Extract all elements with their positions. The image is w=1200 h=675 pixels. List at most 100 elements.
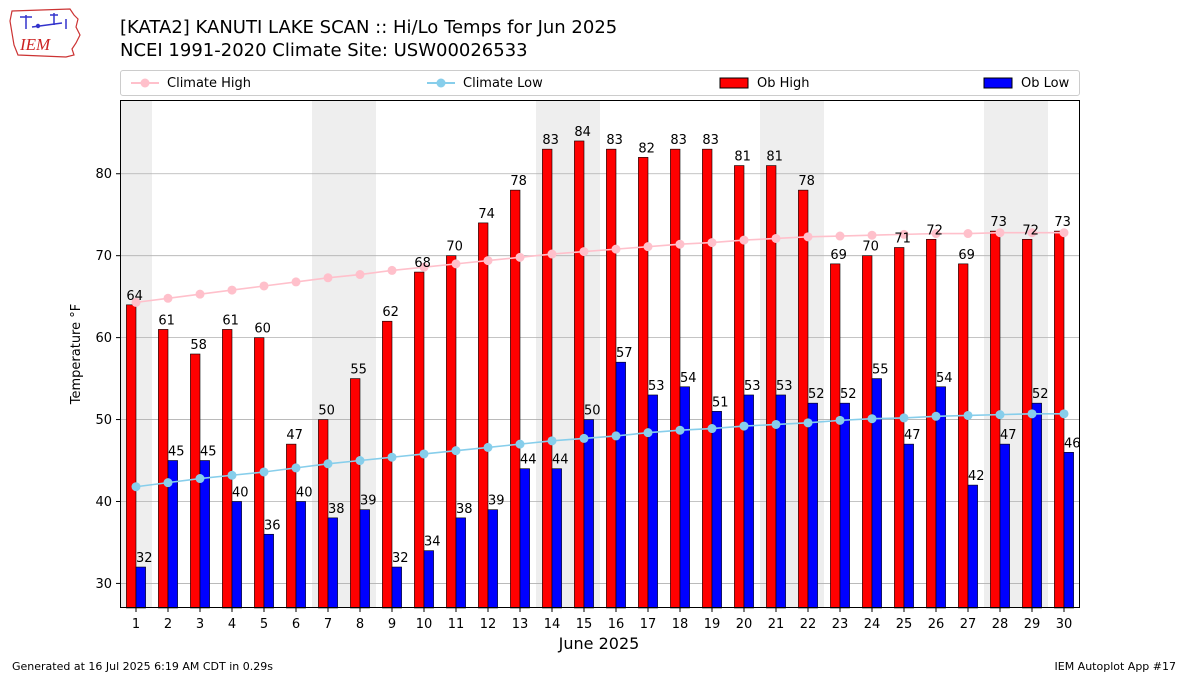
climate-low-point [515, 439, 525, 449]
ob-high-bar [542, 148, 553, 609]
ob-low-data-label: 50 [584, 404, 601, 419]
ob-high-bar [350, 378, 361, 609]
climate-low-point [835, 415, 845, 425]
ob-high-data-label: 47 [286, 428, 303, 443]
climate-high-point [643, 242, 653, 252]
ob-high-bar [414, 271, 425, 609]
ob-low-bar [263, 533, 274, 609]
ob-high-data-label: 81 [734, 150, 751, 165]
ob-high-data-label: 70 [446, 240, 463, 255]
ob-low-data-label: 52 [840, 387, 857, 402]
climate-high-point [515, 252, 525, 262]
ob-high-bar [798, 189, 809, 609]
ob-high-bar [734, 165, 745, 609]
ob-low-data-label: 53 [744, 379, 761, 394]
ob-low-data-label: 57 [616, 346, 633, 361]
ob-high-data-label: 78 [798, 174, 815, 189]
x-tick-label: 2 [164, 617, 172, 632]
x-tick-label: 6 [292, 617, 300, 632]
climate-high-point [739, 235, 749, 245]
ob-low-bar [647, 394, 658, 609]
ob-high-data-label: 69 [958, 248, 975, 263]
ob-high-data-label: 82 [638, 141, 655, 156]
ob-high-data-label: 78 [510, 174, 527, 189]
climate-low-point [355, 456, 365, 466]
ob-low-bar [903, 443, 914, 609]
climate-low-point [931, 411, 941, 421]
ob-low-bar [359, 509, 370, 609]
climate-high-point [323, 273, 333, 283]
ob-high-data-label: 68 [414, 256, 431, 271]
climate-high-point [931, 229, 941, 239]
ob-low-data-label: 47 [1000, 428, 1017, 443]
x-tick-label: 24 [864, 617, 881, 632]
y-tick-label: 70 [95, 249, 112, 264]
climate-high-point [419, 262, 429, 272]
x-tick-label: 17 [640, 617, 657, 632]
ob-low-bar [999, 443, 1010, 609]
climate-high-point [1059, 228, 1069, 238]
climate-high-point [771, 233, 781, 243]
ob-low-bar [135, 566, 146, 609]
climate-low-point [1059, 409, 1069, 419]
ob-high-bar [990, 230, 1001, 609]
ob-high-data-label: 55 [350, 363, 367, 378]
ob-low-data-label: 38 [456, 502, 473, 517]
climate-low-point [1027, 409, 1037, 419]
ob-low-data-label: 46 [1064, 436, 1081, 451]
ob-high-bar [382, 320, 393, 609]
ob-low-data-label: 36 [264, 518, 281, 533]
ob-high-bar [510, 189, 521, 609]
ob-high-swatch-icon [719, 77, 749, 89]
climate-high-point [195, 289, 205, 299]
x-tick-label: 5 [260, 617, 268, 632]
climate-low-point [547, 436, 557, 446]
climate-low-point [995, 410, 1005, 420]
ob-low-bar [711, 411, 722, 609]
ob-low-data-label: 34 [424, 535, 441, 550]
ob-low-bar [583, 419, 594, 609]
ob-low-data-label: 32 [136, 551, 153, 566]
ob-high-bar [670, 148, 681, 609]
legend-label: Ob High [757, 75, 810, 91]
climate-low-point [451, 446, 461, 456]
ob-low-bar [423, 550, 434, 609]
x-tick-label: 28 [992, 617, 1009, 632]
ob-high-data-label: 60 [254, 322, 271, 337]
ob-high-bar [1054, 230, 1065, 609]
ob-low-bar [807, 402, 818, 609]
ob-low-data-label: 53 [776, 379, 793, 394]
climate-high-point [355, 270, 365, 280]
ob-high-bar [766, 165, 777, 609]
ob-low-bar [327, 517, 338, 609]
legend-item-climate-high: Climate High [131, 71, 251, 95]
ob-low-data-label: 52 [808, 387, 825, 402]
ob-high-bar [702, 148, 713, 609]
climate-low-line [135, 413, 1064, 488]
climate-low-point [227, 470, 237, 480]
climate-high-point [131, 297, 141, 307]
climate-low-point [771, 419, 781, 429]
ob-high-data-label: 84 [574, 125, 591, 140]
x-tick-label: 8 [356, 617, 364, 632]
ob-high-bar [830, 263, 841, 609]
ob-high-data-label: 83 [606, 133, 623, 148]
climate-high-point [1027, 228, 1037, 238]
ob-high-bar [126, 304, 137, 609]
legend-item-ob-low: Ob Low [983, 71, 1069, 95]
climate-low-point [483, 442, 493, 452]
climate-low-point [323, 459, 333, 469]
legend-item-climate-low: Climate Low [427, 71, 543, 95]
ob-low-data-label: 52 [1032, 387, 1049, 402]
climate-high-point [995, 228, 1005, 238]
ob-high-data-label: 81 [766, 150, 783, 165]
climate-low-point [195, 474, 205, 484]
ob-low-data-label: 44 [552, 453, 569, 468]
ob-high-bar [1022, 238, 1033, 609]
x-tick-label: 1 [132, 617, 140, 632]
ob-low-data-label: 44 [520, 453, 537, 468]
climate-high-point [387, 265, 397, 275]
climate-low-point [707, 424, 717, 434]
ob-high-bar [638, 157, 649, 609]
ob-low-bar [679, 386, 690, 609]
